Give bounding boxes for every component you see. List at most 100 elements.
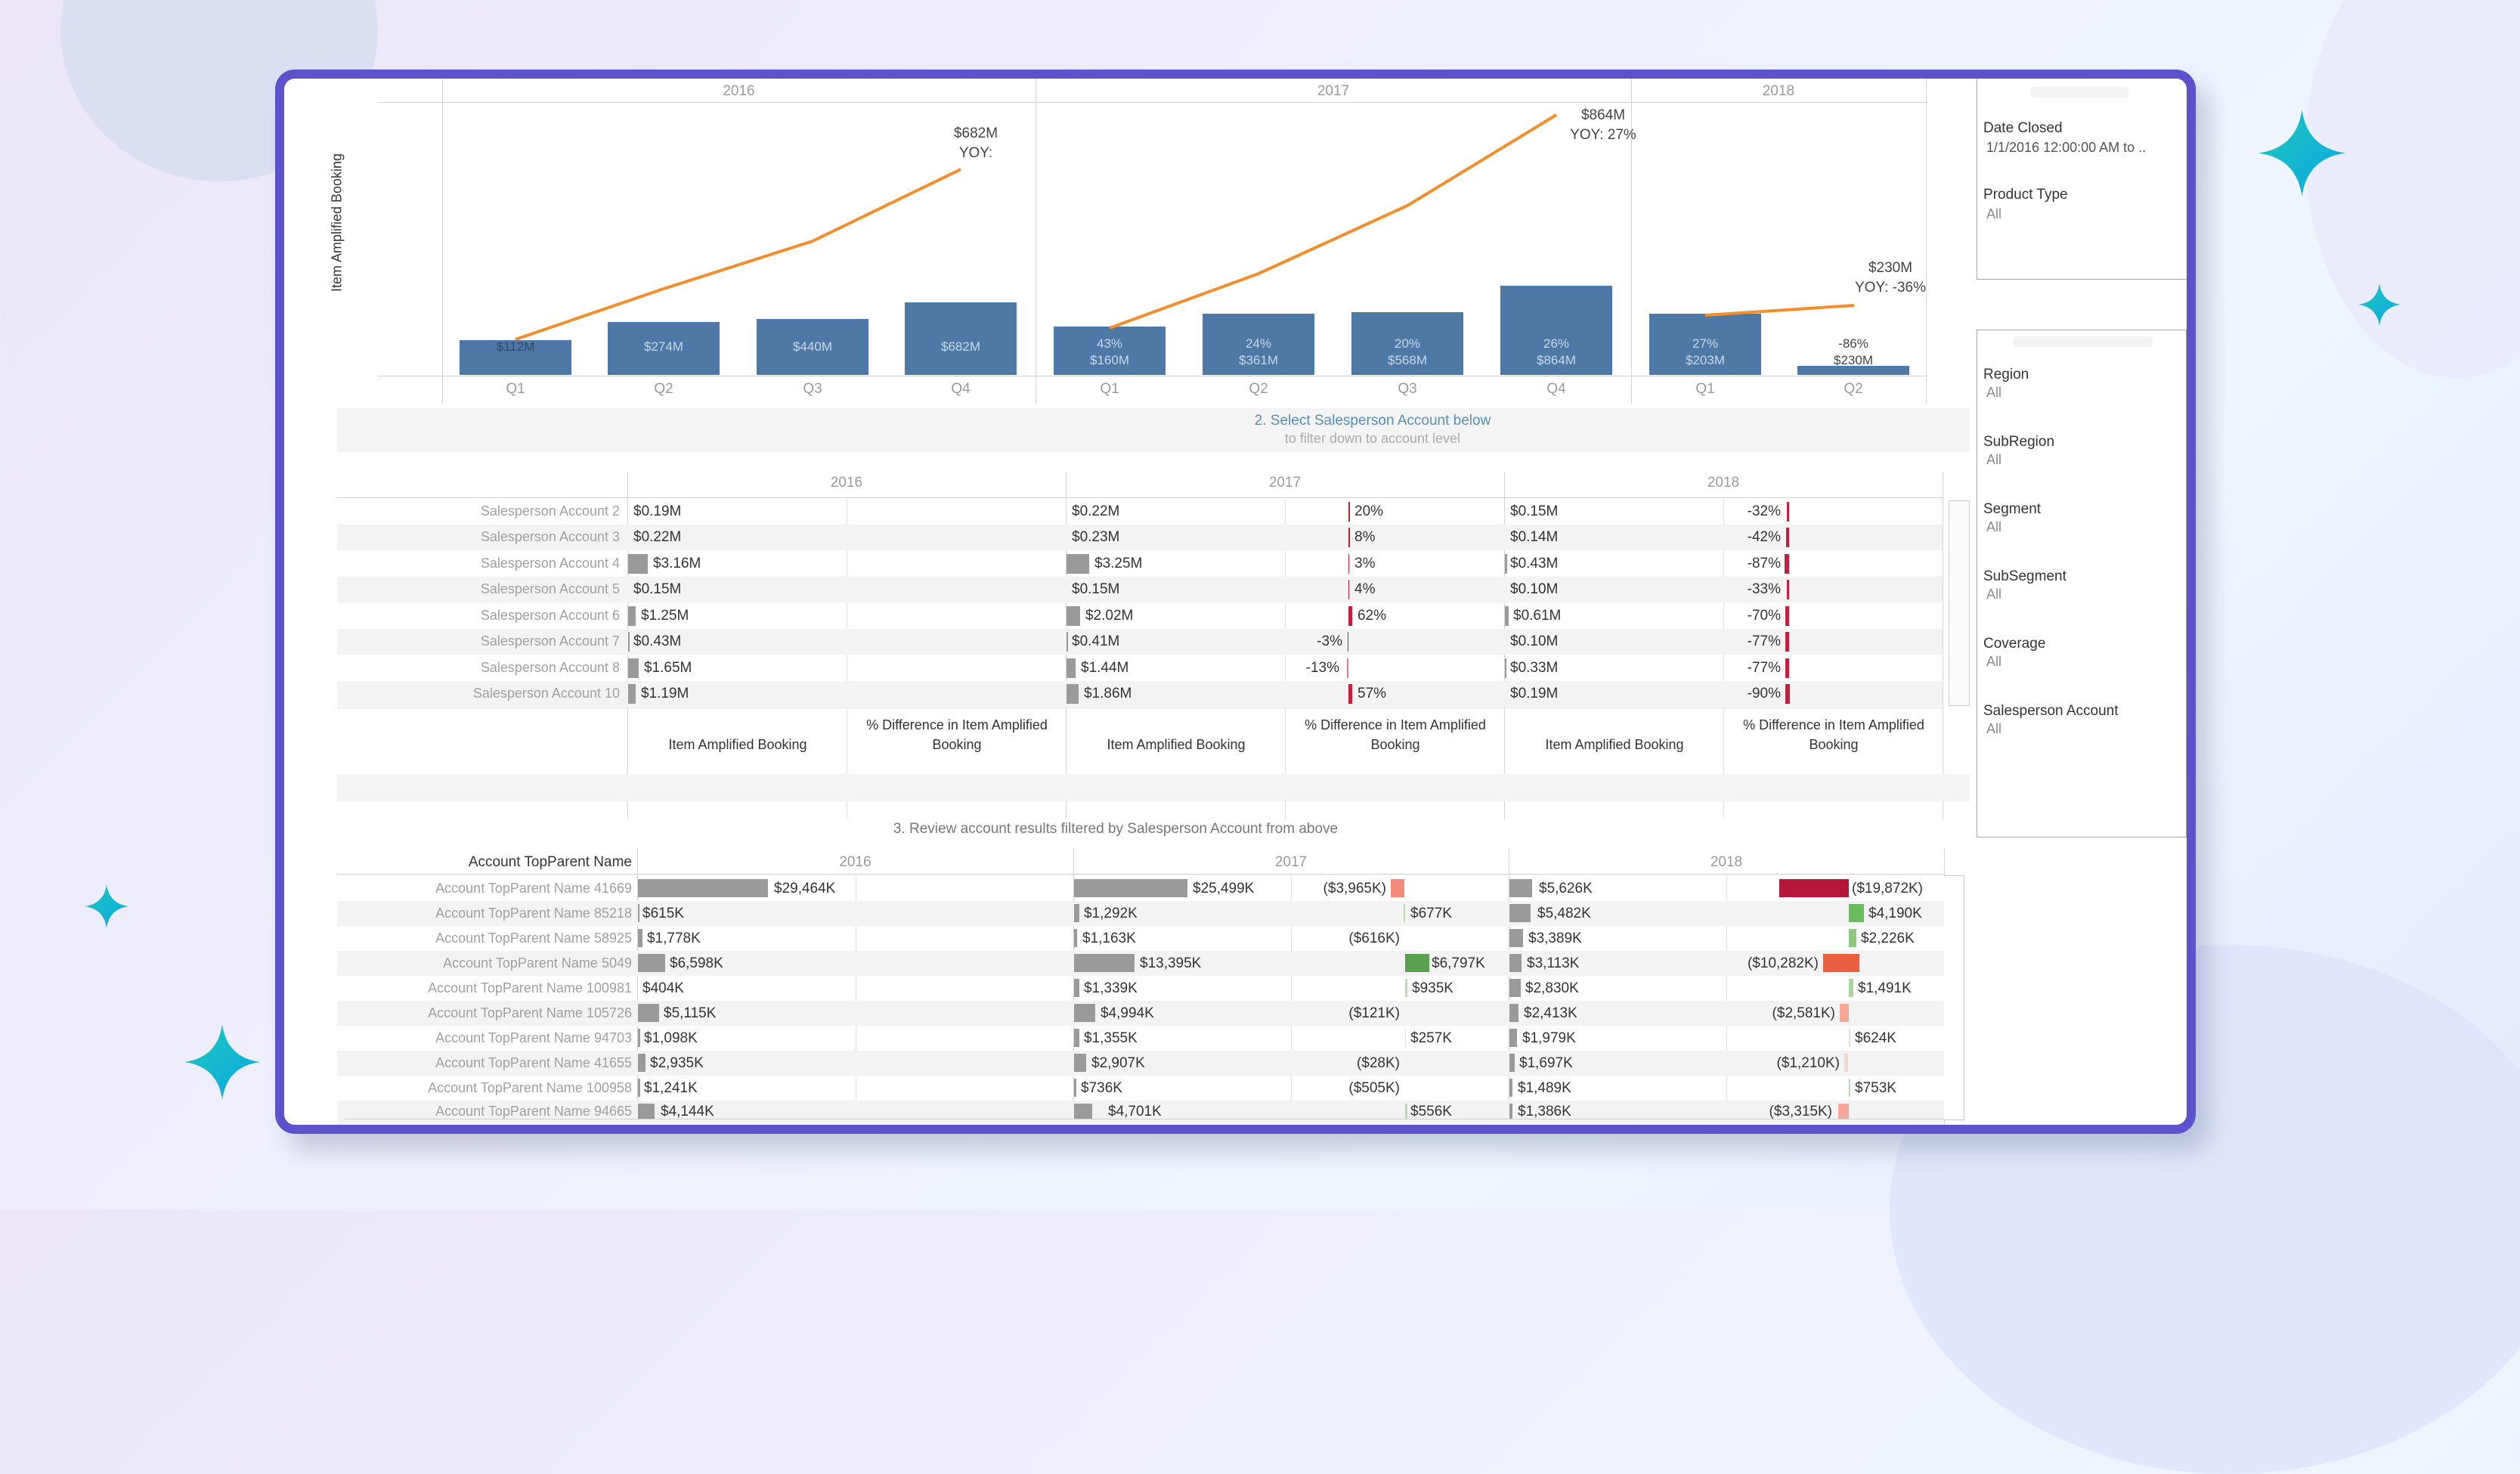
bar-label: $682M	[941, 339, 980, 354]
table-row[interactable]: Account TopParent Name 41655 $2,935K $2,…	[284, 1051, 1944, 1076]
bar-2017-q2[interactable]	[1203, 314, 1314, 375]
filter-region[interactable]: All	[1986, 385, 2002, 400]
table-row[interactable]: Account TopParent Name 5049 $6,598K $13,…	[284, 951, 1944, 976]
filter-label-salesperson-account: Salesperson Account	[1983, 703, 2119, 719]
sparkle-icon	[85, 884, 128, 928]
column-header[interactable]: Item Amplified Booking	[668, 737, 807, 752]
panel-title-faded	[2030, 87, 2128, 98]
quarter-label: Q1	[1695, 381, 1715, 397]
column-header[interactable]: Item Amplified Booking	[1545, 737, 1684, 752]
table-row[interactable]: Account TopParent Name 41669 $29,464K $2…	[435, 879, 1924, 897]
bar-label: 20% $568M	[1388, 336, 1427, 367]
bar-label: 26% $864M	[1537, 336, 1576, 367]
panel-title-faded	[2014, 336, 2153, 347]
filter-subregion[interactable]: All	[1986, 452, 2002, 467]
bar-label: $112M	[496, 339, 535, 354]
section3-title: 3. Review account results filtered by Sa…	[893, 821, 1339, 837]
filter-label-subsegment: SubSegment	[1983, 568, 2066, 584]
column-header[interactable]: % Difference in Item Amplified Booking	[1305, 717, 1486, 752]
annotation-2016-q4: $682M YOY:	[953, 125, 998, 161]
filter-panel-top: Date Closed 1/1/2016 12:00:00 AM to .. P…	[1977, 79, 2187, 280]
bar-2016-q1[interactable]	[460, 340, 571, 375]
filter-label-date-closed: Date Closed	[1983, 120, 2063, 136]
table-row[interactable]: Salesperson Account 8 $1.65M $1.44M -13%…	[284, 655, 1943, 681]
year-header-2018: 2018	[1707, 475, 1740, 491]
dashboard-window: Item Amplified Booking 2016 2017 2018 $1…	[275, 70, 2196, 1134]
bar-2016-q4[interactable]	[905, 302, 1017, 375]
quarter-label: Q3	[803, 381, 822, 397]
scrollbar[interactable]	[1944, 875, 1964, 1120]
filter-coverage[interactable]: All	[1986, 654, 2002, 669]
table-row[interactable]: Account TopParent Name 94665 $4,144K $4,…	[284, 1101, 1944, 1119]
table-row[interactable]: Salesperson Account 10 $1.19M $1.86M 57%…	[284, 681, 1943, 707]
bar-label: 24% $361M	[1239, 336, 1278, 367]
quarter-label: Q1	[506, 381, 525, 397]
column-header[interactable]: Item Amplified Booking	[1107, 737, 1246, 752]
table-row[interactable]: Account TopParent Name 94703 $1,098K $1,…	[435, 1029, 1896, 1047]
sparkle-icon	[2358, 283, 2401, 326]
section2-title: 2. Select Salesperson Account below	[1254, 413, 1491, 429]
annotation-2018-q2: $230M YOY: -36%	[1855, 260, 1926, 296]
filter-salesperson-account[interactable]: All	[1986, 721, 2002, 736]
year-header-2016: 2016	[839, 854, 871, 870]
section2-subtitle: to filter down to account level	[1284, 431, 1461, 446]
table-row[interactable]: Salesperson Account 6 $1.25M $2.02M 62% …	[284, 603, 1943, 629]
sparkle-icon	[184, 1024, 260, 1100]
column-header[interactable]: % Difference in Item Amplified Booking	[866, 717, 1048, 752]
year-header-2017: 2017	[1317, 83, 1350, 99]
filter-subsegment[interactable]: All	[1986, 587, 2002, 602]
bar-label: 27% $203M	[1686, 336, 1725, 367]
table-row[interactable]: Salesperson Account 5 $0.15M $0.15M 4% $…	[284, 577, 1943, 602]
quarter-label: Q2	[1249, 381, 1268, 397]
bar-2017-q3[interactable]	[1351, 312, 1463, 375]
scrollbar[interactable]	[1949, 500, 1970, 706]
quarter-label: Q1	[1100, 381, 1119, 397]
bar-label: 43% $160M	[1090, 336, 1129, 367]
table-row[interactable]: Salesperson Account 3 $0.22M $0.23M 8% $…	[284, 525, 1943, 550]
quarter-label: Q2	[1844, 381, 1863, 397]
filter-product-type[interactable]: All	[1986, 206, 2002, 221]
table-row[interactable]: Account TopParent Name 85218 $615K $1,29…	[435, 904, 1922, 922]
filter-label-segment: Segment	[1983, 501, 2042, 517]
year-header-2017: 2017	[1268, 475, 1302, 491]
filter-label-region: Region	[1983, 367, 2029, 382]
section2-header-band	[337, 408, 1970, 452]
bar-2017-q1[interactable]	[1054, 327, 1166, 375]
table-row[interactable]: Account TopParent Name 100958 $1,241K $7…	[428, 1079, 1896, 1097]
quarter-label: Q4	[1546, 381, 1566, 397]
row-header: Account TopParent Name	[468, 854, 632, 870]
filter-panel-bottom: Region All SubRegion All Segment All Sub…	[1977, 330, 2187, 838]
year-header-2018: 2018	[1762, 83, 1795, 99]
year-header-2016: 2016	[830, 475, 863, 491]
year-header-2018: 2018	[1710, 854, 1743, 870]
filter-segment[interactable]: All	[1986, 519, 2002, 534]
table-row[interactable]: Salesperson Account 2 $0.19M $0.22M 20% …	[284, 499, 1943, 525]
filter-date-closed[interactable]: 1/1/2016 12:00:00 AM to ..	[1986, 140, 2147, 155]
bar-2017-q4[interactable]	[1500, 286, 1612, 375]
bar-2016-q3[interactable]	[757, 319, 868, 375]
filter-label-product-type: Product Type	[1983, 187, 2068, 203]
table-row[interactable]: Account TopParent Name 105726 $5,115K $4…	[284, 1001, 1944, 1026]
year-header-2016: 2016	[723, 83, 755, 99]
column-header[interactable]: % Difference in Item Amplified Booking	[1743, 717, 1924, 752]
table-row[interactable]: Salesperson Account 7 $0.43M $0.41M -3% …	[284, 629, 1943, 655]
bar-label: $274M	[644, 339, 683, 354]
filter-label-coverage: Coverage	[1983, 636, 2046, 652]
quarter-label: Q2	[654, 381, 673, 397]
bar-2018-q2[interactable]	[1797, 366, 1909, 375]
bar-2018-q1[interactable]	[1649, 314, 1761, 375]
quarter-label: Q3	[1398, 381, 1417, 397]
trend-line	[515, 113, 1855, 341]
bar-label: -86% $230M	[1834, 336, 1873, 367]
annotation-2017-q4: $864M YOY: 27%	[1570, 107, 1636, 143]
quarter-label: Q4	[951, 381, 971, 397]
year-header-2017: 2017	[1274, 854, 1308, 870]
sparkle-icon	[2258, 110, 2345, 197]
table-row[interactable]: Account TopParent Name 100981 $404K $1,3…	[428, 979, 1912, 997]
bar-2016-q2[interactable]	[608, 322, 720, 375]
table-row[interactable]: Salesperson Account 4 $3.16M $3.25M 3% $…	[284, 551, 1943, 577]
bar-label: $440M	[793, 339, 832, 354]
filter-label-subregion: SubRegion	[1983, 434, 2055, 450]
table-row[interactable]: Account TopParent Name 58925 $1,778K $1,…	[435, 929, 1915, 947]
section-divider-band	[337, 774, 1970, 801]
